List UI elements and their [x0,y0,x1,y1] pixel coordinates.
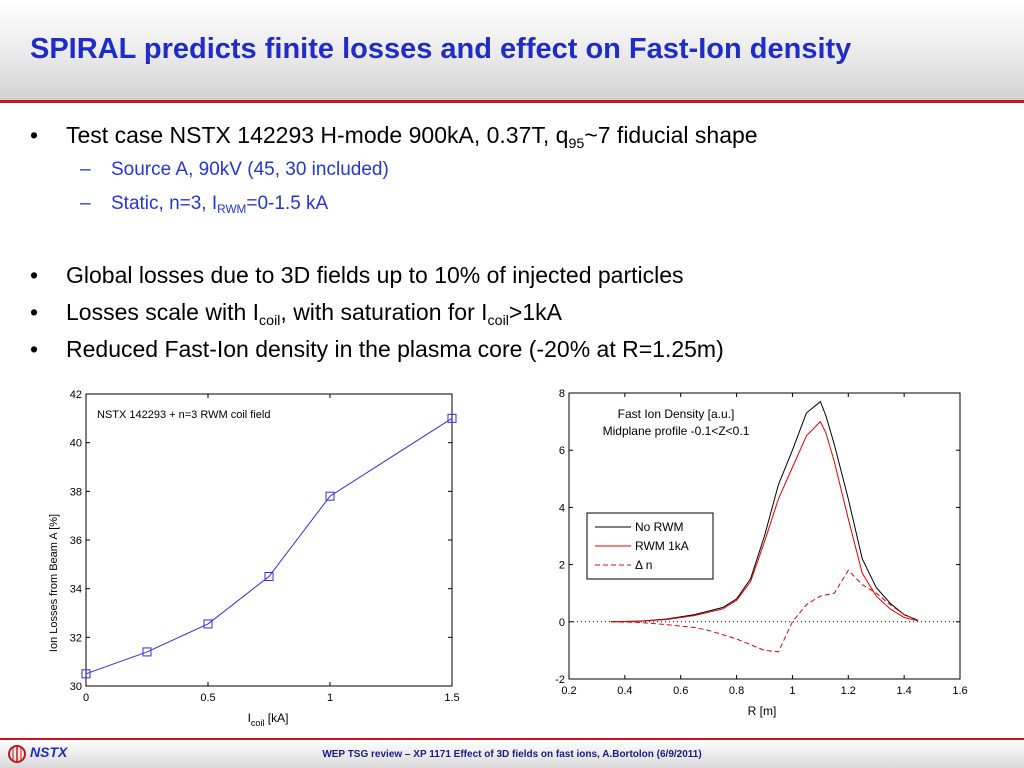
x-tick-label: 1.2 [841,685,856,697]
y-tick-label: -2 [555,674,565,686]
x-tick-label: 1 [327,692,333,704]
y-tick-label: 34 [70,584,82,596]
y-tick-label: 40 [70,438,82,450]
y-tick-label: 8 [559,388,565,400]
fast-ion-density-chart: Fast Ion Density [a.u.] Midplane profile… [555,388,967,718]
data-point-marker [264,572,274,581]
bullet-glyph: • [30,299,39,325]
bullet-glyph: • [30,122,39,148]
x-tick-label: 0.5 [200,692,215,704]
slide-title: SPIRAL predicts finite losses and effect… [30,33,852,65]
chart1-ylabel: Ion Losses from Beam A [%] [48,514,60,652]
x-tick-label: 1.4 [896,685,911,697]
bullet-fast-ion-density: Reduced Fast-Ion density in the plasma c… [66,336,724,362]
dash-glyph: – [80,159,91,180]
legend-label: No RWM [635,520,683,534]
bullet-test-case: Test case NSTX 142293 H-mode 900kA, 0.37… [66,122,758,152]
chart2-xlabel: R [m] [748,704,777,718]
dash-glyph: – [80,193,91,214]
ion-losses-chart: NSTX 142293 + n=3 RWM coil field Ion Los… [48,389,460,728]
bullet-losses-scale: Losses scale with Icoil, with saturation… [66,299,562,329]
x-tick-label: 0.2 [561,685,576,697]
chart2-annotation-line1: Fast Ion Density [a.u.] [618,407,735,421]
header-divider [0,100,1024,103]
slide-header [0,0,1024,100]
x-tick-label: 0.4 [617,685,632,697]
y-tick-label: 30 [70,681,82,693]
y-tick-label: 4 [559,502,565,514]
x-tick-label: 0.8 [729,685,744,697]
footer-citation: WEP TSG review – XP 1171 Effect of 3D fi… [322,749,702,760]
y-tick-label: 0 [559,617,565,629]
y-tick-label: 42 [70,389,82,401]
series-line--n [610,569,919,653]
y-tick-label: 6 [559,445,565,457]
plot-frame [568,392,961,680]
y-tick-label: 36 [70,535,82,547]
sub-bullet-source: Source A, 90kV (45, 30 included) [111,159,389,180]
chart1-annotation: NSTX 142293 + n=3 RWM coil field [97,409,270,421]
bullet-glyph: • [30,262,39,288]
x-tick-label: 0.6 [673,685,688,697]
series-line [85,417,453,675]
bullet-global-losses: Global losses due to 3D fields up to 10%… [66,262,684,288]
x-tick-label: 1 [789,685,795,697]
sub-bullet-static: Static, n=3, IRWM=0-1.5 kA [111,193,329,217]
footer-logo-text: NSTX [30,744,68,760]
footer-divider [0,738,1024,740]
legend-label: RWM 1kA [635,539,689,553]
plot-frame [85,393,453,687]
chart1-xlabel: Icoil [kA] [248,711,289,728]
x-tick-label: 1.6 [952,685,967,697]
data-point-marker [447,413,457,423]
series-line-no-rwm [610,400,919,623]
legend-label: Δ n [635,558,652,572]
y-tick-label: 2 [559,560,565,572]
x-tick-label: 1.5 [444,692,459,704]
x-tick-label: 0 [83,692,89,704]
slide-footer [0,740,1024,768]
y-tick-label: 32 [70,632,82,644]
series-line-rwm-1ka [610,420,919,623]
bullet-glyph: • [30,336,39,362]
data-point-marker [203,619,213,629]
nstx-logo-icon [8,745,26,763]
data-point-marker [142,647,152,657]
data-point-marker [325,491,335,501]
chart2-annotation-line2: Midplane profile -0.1<Z<0.1 [603,424,750,438]
y-tick-label: 38 [70,486,82,498]
data-point-marker [81,669,91,679]
